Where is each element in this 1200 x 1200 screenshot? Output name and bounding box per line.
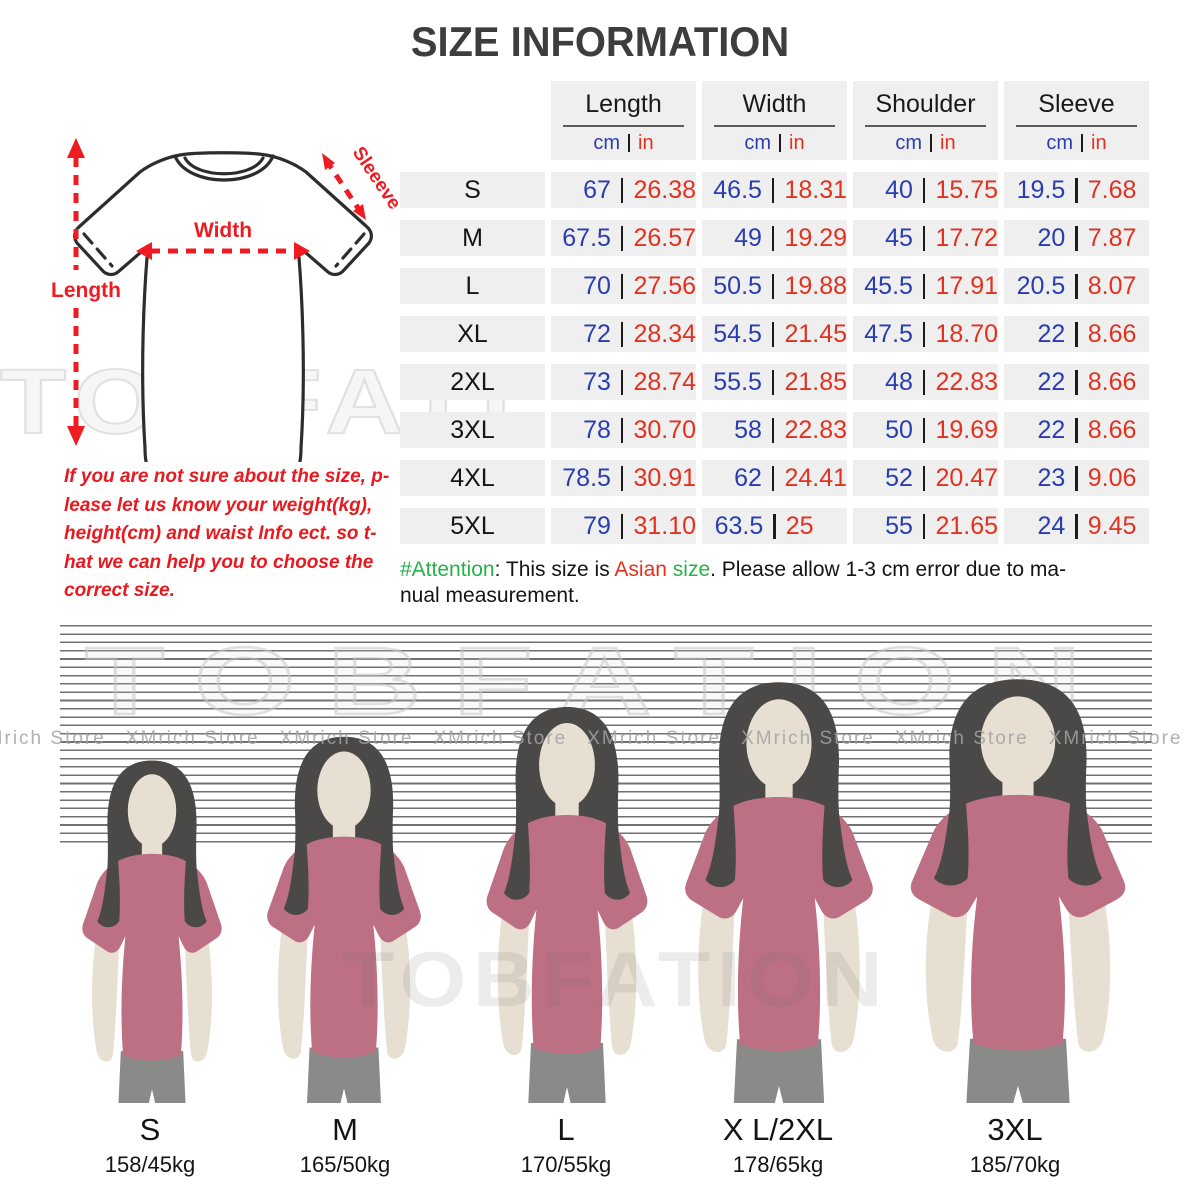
table-cell: 55.5 21.85 <box>702 364 847 400</box>
figure-height-weight: 170/55kg <box>520 1152 612 1177</box>
table-cell: 40 15.75 <box>853 172 998 208</box>
table-cell: 20.5 8.07 <box>1004 268 1149 304</box>
table-cell: 78.5 30.91 <box>551 460 696 496</box>
table-cell: 63.5 25 <box>702 508 847 544</box>
header-spacer <box>400 81 545 160</box>
table-cell: 62 24.41 <box>702 460 847 496</box>
table-cell: 19.5 7.68 <box>1004 172 1149 208</box>
brand-watermark-bottom: TOBFATION <box>342 935 890 1023</box>
size-row-label: XL <box>400 316 545 352</box>
table-cell: 47.5 18.70 <box>853 316 998 352</box>
table-cell: 70 27.56 <box>551 268 696 304</box>
figure-size: S <box>139 1112 161 1147</box>
table-cell: 52 20.47 <box>853 460 998 496</box>
note-line: lease let us know your weight(kg), <box>64 494 373 516</box>
column-header-shoulder: Shoulder cm in <box>853 81 998 160</box>
size-row-label: M <box>400 220 545 256</box>
table-cell: 49 19.29 <box>702 220 847 256</box>
table-cell: 48 22.83 <box>853 364 998 400</box>
figure-size: X L/2XL <box>722 1112 834 1147</box>
table-cell: 79 31.10 <box>551 508 696 544</box>
note-line: height(cm) and waist Info ect. so t- <box>64 523 377 544</box>
width-label: Width <box>194 219 252 242</box>
attention-tag: #Attention <box>400 558 495 581</box>
figure-label: L 170/55kg <box>521 1112 612 1178</box>
attention-line2: nual measurement. <box>400 584 580 607</box>
tshirt-outline-drawing <box>73 151 373 462</box>
table-cell: 45 17.72 <box>853 220 998 256</box>
table-cell: 24 9.45 <box>1004 508 1149 544</box>
figure-height-weight: 165/50kg <box>299 1152 391 1177</box>
table-cell: 54.5 21.45 <box>702 316 847 352</box>
size-row-label: 5XL <box>400 508 545 544</box>
size-row-label: 4XL <box>400 460 545 496</box>
table-cell: 73 28.74 <box>551 364 696 400</box>
size-row-label: 2XL <box>400 364 545 400</box>
tshirt-seam-dashes <box>82 232 366 268</box>
note-line: If you are not sure about the size, p- <box>64 466 390 487</box>
table-cell: 45.5 17.91 <box>853 268 998 304</box>
table-cell: 22 8.66 <box>1004 412 1149 448</box>
model-silhouette-l <box>486 707 648 1103</box>
table-cell: 22 8.66 <box>1004 364 1149 400</box>
table-cell: 20 7.87 <box>1004 220 1149 256</box>
figure-size: M <box>332 1112 358 1147</box>
table-cell: 58 22.83 <box>702 412 847 448</box>
table-cell: 46.5 18.31 <box>702 172 847 208</box>
table-cell: 50 19.69 <box>853 412 998 448</box>
page-title: SIZE INFORMATION <box>410 18 790 65</box>
column-header-sleeve: Sleeve cm in <box>1004 81 1149 160</box>
column-header-length: Length cm in <box>551 81 696 160</box>
note-line: correct size. <box>64 580 175 601</box>
sleeve-label: Sleeeve <box>348 143 398 213</box>
table-cell: 67 26.38 <box>551 172 696 208</box>
table-cell: 50.5 19.88 <box>702 268 847 304</box>
model-silhouette-s <box>82 760 222 1103</box>
model-silhouette-m <box>267 736 421 1103</box>
figure-height-weight: 158/45kg <box>104 1152 196 1177</box>
figure-height-weight: 178/65kg <box>732 1152 824 1177</box>
table-cell: 67.5 26.57 <box>551 220 696 256</box>
size-row-label: S <box>400 172 545 208</box>
figure-label: 3XL 185/70kg <box>970 1112 1061 1178</box>
size-row-label: L <box>400 268 545 304</box>
figure-label: M 165/50kg <box>300 1112 391 1178</box>
table-cell: 55 21.65 <box>853 508 998 544</box>
tshirt-measure-diagram: Length Width Sleeeve <box>51 138 398 462</box>
figure-label: S 158/45kg <box>105 1112 196 1178</box>
table-cell: 78 30.70 <box>551 412 696 448</box>
column-header-width: Width cm in <box>702 81 847 160</box>
table-cell: 22 8.66 <box>1004 316 1149 352</box>
length-label: Length <box>51 279 121 302</box>
table-cell: 23 9.06 <box>1004 460 1149 496</box>
attention-note: #Attention: This size is Asian size. Ple… <box>400 558 1067 607</box>
sizing-help-note: If you are not sure about the size, p- l… <box>64 463 394 606</box>
figure-height-weight: 185/70kg <box>969 1152 1061 1177</box>
table-cell: 72 28.34 <box>551 316 696 352</box>
figure-label: X L/2XL 178/65kg <box>723 1112 833 1178</box>
measure-arrows <box>67 138 366 446</box>
figure-size: L <box>557 1112 575 1147</box>
figure-size: 3XL <box>987 1112 1043 1147</box>
size-table: Length cm in Width cm in Shoulder cm in Sle… <box>400 81 1149 544</box>
note-line: hat we can help you to choose the <box>64 551 374 573</box>
size-row-label: 3XL <box>400 412 545 448</box>
